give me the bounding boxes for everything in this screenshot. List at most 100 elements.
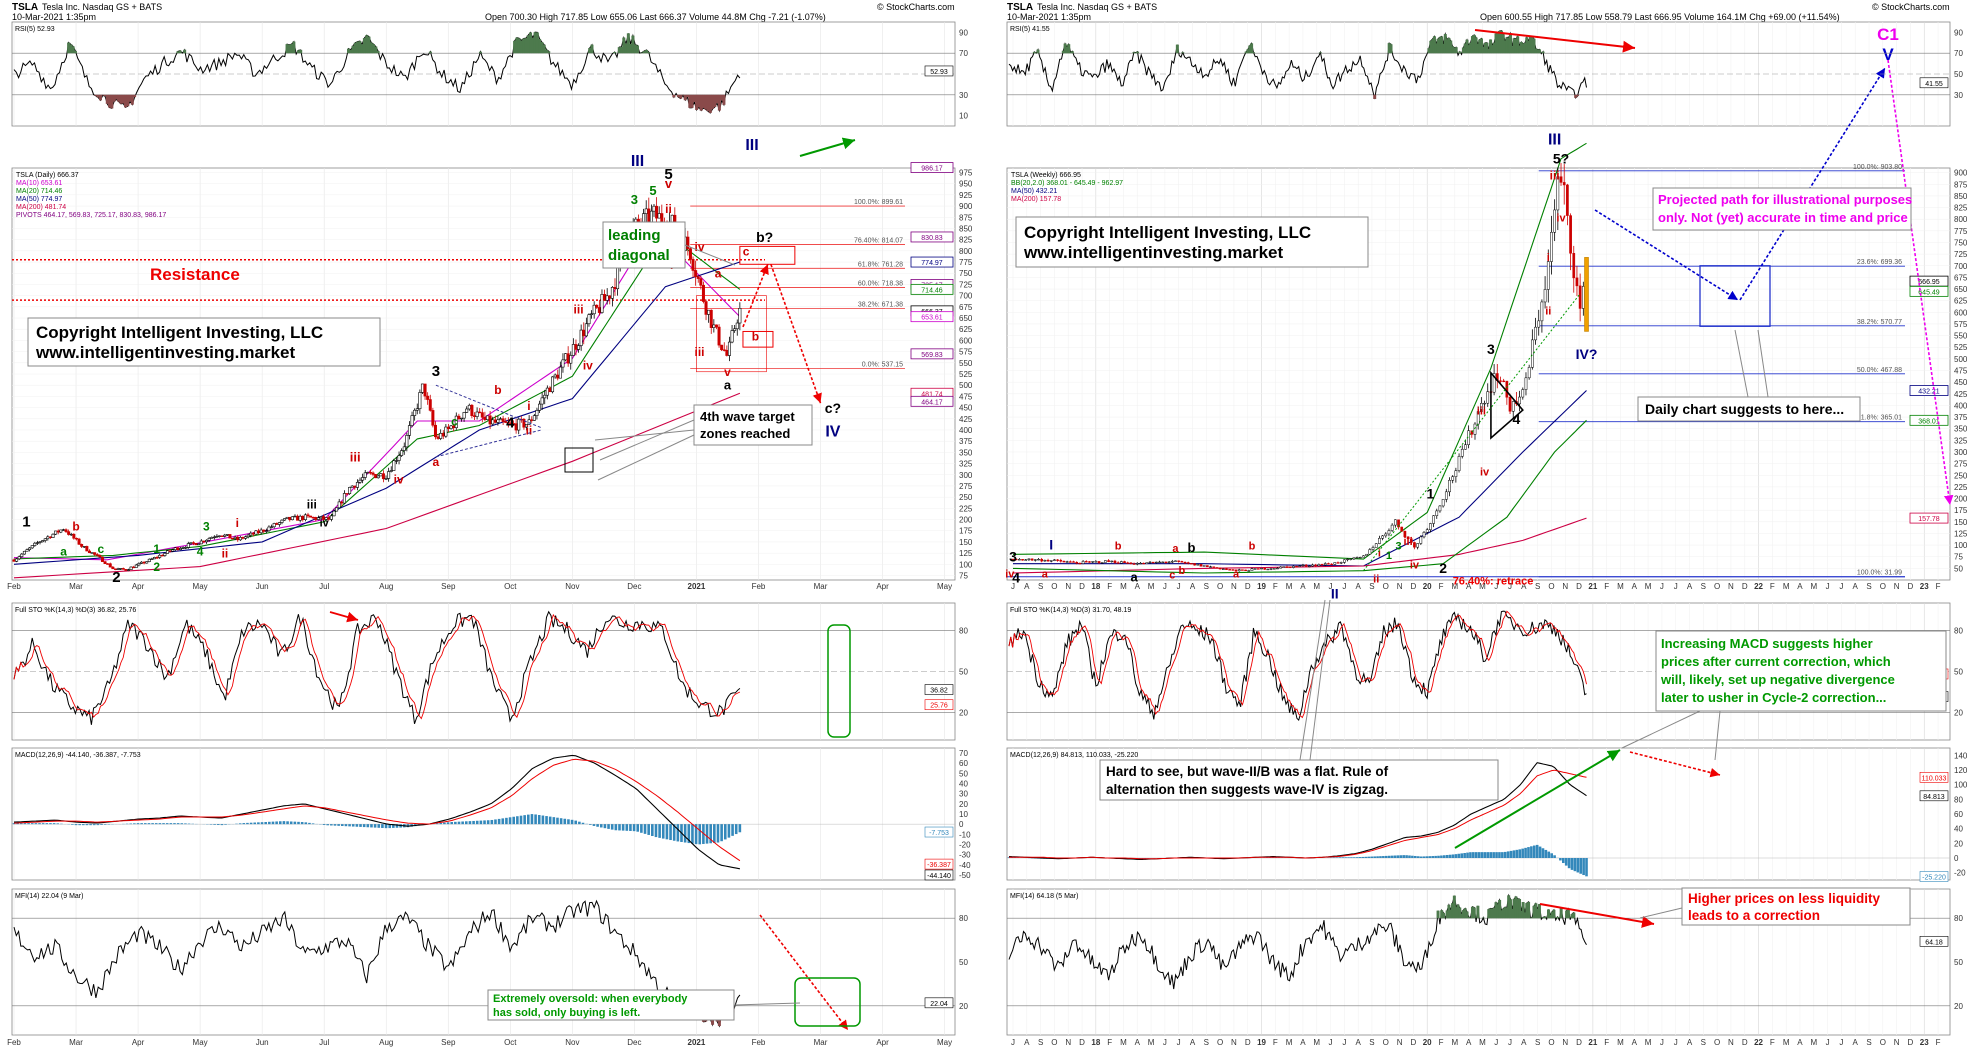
price-bar-body — [275, 523, 279, 525]
note-pointer — [1309, 599, 1331, 761]
price-bar-body — [1266, 568, 1270, 571]
price-bar-body — [1021, 559, 1024, 561]
price-bar-body — [1148, 561, 1152, 564]
price-bar-body — [504, 421, 508, 423]
price-bar-body — [600, 294, 604, 313]
y-tick-label: 0 — [959, 820, 964, 829]
legend-entry: TSLA (Weekly) 666.95 — [1011, 172, 1081, 179]
price-bar-body — [522, 419, 526, 428]
price-bar-body — [1177, 560, 1181, 562]
y-tick-label: 175 — [959, 527, 973, 536]
price-bar-body — [1129, 562, 1133, 564]
price-box — [1909, 285, 1949, 297]
price-bar-body — [1508, 397, 1512, 412]
trend-line — [1363, 293, 1581, 571]
price-bar-body — [389, 470, 393, 472]
price-bar-body — [368, 472, 372, 474]
x-tick-label: S — [1038, 1038, 1043, 1047]
x-tick-label: O — [1217, 582, 1223, 591]
note-pointer — [1621, 710, 1701, 749]
note-frame — [1099, 759, 1499, 801]
fib-label: 38.2%: 671.38 — [858, 302, 903, 309]
price-bar-body — [538, 403, 542, 411]
right-price-y-axis: 5075100125150175200225250275300325350375… — [1007, 169, 1968, 573]
price-bar-body — [270, 526, 274, 528]
price-bar-body — [28, 547, 32, 551]
y-tick-label: -30 — [959, 851, 971, 860]
price-bar-body — [394, 460, 398, 462]
price-bar-body — [1234, 569, 1238, 572]
price-bar-body — [587, 314, 591, 325]
y-tick-label: 525 — [1954, 343, 1968, 352]
legend-entry: MA(50) 774.97 — [16, 196, 62, 203]
price-bar-body — [207, 538, 211, 541]
legend-entry: MA(200) 157.78 — [1011, 196, 1061, 203]
price-bar-body — [1441, 499, 1445, 507]
price-bar-body — [454, 415, 458, 429]
price-bar-body — [379, 473, 383, 477]
price-bar-body — [238, 537, 242, 541]
y-tick-label: 275 — [959, 482, 973, 491]
price-bar-body — [652, 205, 656, 212]
price-bar-body — [579, 329, 583, 346]
x-tick-label: M — [1617, 1038, 1624, 1047]
price-bar-body — [353, 485, 357, 488]
x-tick-label: N — [1562, 582, 1568, 591]
price-bar-body — [517, 418, 521, 431]
price-bar-body — [499, 418, 503, 421]
price-bar-body — [1030, 558, 1034, 561]
y-tick-label: 850 — [1954, 192, 1968, 201]
x-tick-label: S — [1866, 582, 1871, 591]
left-price-boxes: 986.17830.83774.97725.17714.46666.37653.… — [910, 162, 954, 407]
price-bar-body — [1540, 301, 1544, 322]
y-tick-label: -20 — [959, 840, 971, 849]
y-tick-label: 40 — [1954, 825, 1963, 834]
price-bar-body — [1081, 561, 1085, 564]
price-box-label: 569.83 — [921, 352, 943, 359]
price-bar-body — [1444, 491, 1448, 500]
price-bar-body — [251, 532, 255, 535]
y-tick-label: 875 — [1954, 180, 1968, 189]
price-bar-body — [1218, 567, 1222, 570]
price-bar-body — [1432, 515, 1435, 524]
x-tick-label: Apr — [132, 582, 145, 591]
price-bar-body — [77, 538, 81, 545]
x-tick-label: D — [1079, 1038, 1085, 1047]
x-tick-label: Nov — [565, 582, 579, 591]
price-box-label: 666.95 — [1918, 279, 1940, 286]
x-tick-label: N — [1894, 582, 1900, 591]
price-bar-body — [525, 424, 529, 428]
x-tick-label: N — [1728, 1038, 1734, 1047]
x-tick-label: A — [1190, 1038, 1196, 1047]
price-bar-body — [530, 419, 534, 421]
wave-label: iii — [1477, 406, 1486, 418]
price-bar-body — [1231, 569, 1235, 571]
price-bar-body — [1260, 568, 1263, 570]
price-bar-body — [1193, 563, 1196, 566]
daily-suggests-note: Daily chart suggests to here... — [1637, 329, 1861, 422]
price-bar-body — [655, 205, 659, 219]
x-tick-label: Jun — [256, 582, 269, 591]
price-bar-body — [1314, 564, 1318, 567]
x-tick-label: F — [1770, 582, 1775, 591]
right-macd-panel: MACD(12,26,9) 84.813, 110.033, -25.220 14… — [1007, 751, 1968, 882]
price-bar-body — [332, 510, 336, 517]
y-tick-label: 100 — [959, 560, 973, 569]
price-bar-body — [540, 397, 544, 405]
price-bar-body — [192, 542, 196, 544]
x-tick-label: F — [1770, 1038, 1775, 1047]
wave-label: c — [1169, 570, 1175, 582]
x-tick-label: 21 — [1588, 582, 1597, 591]
price-bar-body — [564, 353, 568, 361]
price-bar-body — [657, 213, 661, 219]
panel-frame-macd — [11, 747, 956, 881]
price-bar-body — [486, 415, 490, 420]
x-tick-label: S — [1535, 1038, 1540, 1047]
price-bar-body — [384, 478, 388, 480]
price-bar-body — [1524, 377, 1528, 390]
panel-label: Full STO %K(14,3) %D(3) 36.82, 25.76 — [15, 607, 136, 614]
right-header: TSLA Tesla Inc. Nasdaq GS + BATS10-Mar-20… — [1007, 2, 1950, 22]
macd-last-value: -25.220 — [1922, 874, 1946, 881]
price-bar-body — [1537, 320, 1541, 328]
x-tick-label: O — [1548, 582, 1554, 591]
